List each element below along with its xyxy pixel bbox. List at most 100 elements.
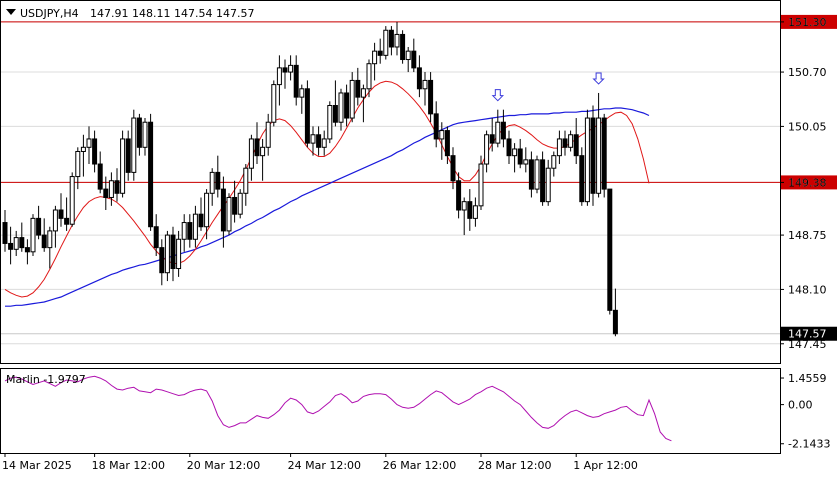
candle-body bbox=[204, 192, 210, 228]
candle-body bbox=[108, 180, 114, 198]
oscillator-line bbox=[4, 375, 672, 442]
last-price-tag bbox=[781, 326, 837, 341]
symbol-menu-icon[interactable] bbox=[6, 9, 16, 15]
price-tick-label: 151.30 bbox=[788, 16, 827, 29]
candle-body bbox=[338, 92, 344, 123]
candle-body bbox=[472, 205, 478, 219]
oscillator-tick-label: 0.00 bbox=[788, 399, 813, 412]
candle-body bbox=[131, 117, 137, 173]
candle-body bbox=[316, 134, 322, 148]
candle-body bbox=[372, 50, 378, 65]
candle-body bbox=[232, 196, 238, 215]
candle-body bbox=[349, 79, 355, 119]
oscillator-title: Marlin -1.9797 bbox=[6, 373, 86, 386]
candle-body bbox=[41, 234, 47, 249]
candle-body bbox=[344, 92, 350, 119]
candle-body bbox=[377, 50, 383, 56]
candle-body bbox=[265, 121, 271, 148]
candle-body bbox=[198, 213, 204, 228]
candle-body bbox=[86, 138, 92, 148]
candle-body bbox=[181, 222, 187, 240]
candle-body bbox=[495, 121, 501, 144]
candle-body bbox=[450, 155, 456, 182]
price-tick-label: 149.38 bbox=[788, 176, 827, 189]
candle-body bbox=[103, 188, 109, 198]
price-tick-label: 150.70 bbox=[788, 66, 827, 79]
candle-body bbox=[512, 148, 518, 157]
candle-body bbox=[215, 171, 221, 190]
candle-body bbox=[47, 230, 53, 249]
candle-body bbox=[176, 238, 182, 270]
candle-body bbox=[58, 209, 64, 219]
candle-body bbox=[607, 188, 613, 311]
time-tick-label: 26 Mar 12:00 bbox=[383, 459, 456, 472]
oscillator-panel-frame bbox=[0, 368, 781, 454]
candle-body bbox=[388, 29, 394, 48]
candle-body bbox=[136, 117, 142, 148]
candle-body bbox=[159, 247, 165, 274]
candle-body bbox=[489, 134, 495, 144]
time-tick-label: 28 Mar 12:00 bbox=[478, 459, 551, 472]
time-tick-label: 18 Mar 12:00 bbox=[92, 459, 165, 472]
price-tick-label: 148.10 bbox=[788, 283, 827, 296]
time-tick-label: 24 Mar 12:00 bbox=[288, 459, 361, 472]
candle-body bbox=[24, 247, 30, 253]
candle-body bbox=[36, 217, 42, 236]
candle-body bbox=[209, 171, 215, 194]
candle-body bbox=[355, 79, 361, 98]
candle-body bbox=[579, 155, 585, 203]
ohlc-label: 147.91 148.11 147.54 147.57 bbox=[90, 7, 254, 20]
candle-body bbox=[433, 113, 439, 140]
candle-body bbox=[170, 234, 176, 270]
candle-body bbox=[467, 201, 473, 219]
candle-body bbox=[2, 222, 8, 244]
candle-body bbox=[327, 105, 333, 140]
candle-body bbox=[517, 148, 523, 165]
candle-body bbox=[64, 217, 70, 225]
candle-body bbox=[288, 64, 294, 73]
candle-body bbox=[19, 237, 25, 249]
candle-body bbox=[584, 117, 590, 203]
candle-body bbox=[540, 159, 546, 203]
candle-body bbox=[405, 50, 411, 61]
candle-body bbox=[243, 167, 249, 194]
candle-body bbox=[596, 117, 602, 194]
candle-body bbox=[551, 155, 557, 169]
candle-body bbox=[80, 146, 86, 152]
candle-body bbox=[439, 130, 445, 140]
candle-body bbox=[148, 121, 154, 228]
price-tick-label: 147.45 bbox=[788, 338, 827, 351]
fast-moving-average bbox=[4, 80, 650, 298]
candle-body bbox=[394, 33, 400, 48]
candle-body bbox=[276, 67, 282, 86]
candle-body bbox=[75, 150, 81, 178]
candle-body bbox=[573, 134, 579, 157]
candle-body bbox=[153, 226, 159, 249]
candle-body bbox=[8, 242, 14, 250]
time-tick-label: 14 Mar 2025 bbox=[2, 459, 72, 472]
level-tag bbox=[781, 14, 837, 29]
candle-body bbox=[248, 138, 254, 169]
candle-body bbox=[422, 79, 428, 90]
oscillator: 1.4559 0.00 -2.1433 bbox=[4, 372, 830, 451]
price-tick-label: 148.75 bbox=[788, 229, 827, 242]
time-axis: 14 Mar 2025 18 Mar 12:00 20 Mar 12:00 24 Ma… bbox=[2, 453, 638, 472]
candle-body bbox=[612, 309, 618, 335]
candle-body bbox=[360, 88, 366, 98]
candle-body bbox=[568, 134, 574, 148]
candle-body bbox=[590, 117, 596, 194]
candle-body bbox=[601, 117, 607, 190]
candle-body bbox=[562, 138, 568, 148]
candle-body bbox=[282, 67, 288, 73]
candle-body bbox=[321, 138, 327, 148]
oscillator-tick-label: -2.1433 bbox=[788, 438, 830, 451]
down-arrow-signal bbox=[592, 72, 605, 85]
candle-body bbox=[411, 50, 417, 69]
candle-body bbox=[237, 192, 243, 215]
candle-body bbox=[114, 180, 120, 194]
candle-body bbox=[461, 201, 467, 211]
slow-moving-average bbox=[5, 107, 650, 307]
moving-averages bbox=[4, 80, 650, 307]
